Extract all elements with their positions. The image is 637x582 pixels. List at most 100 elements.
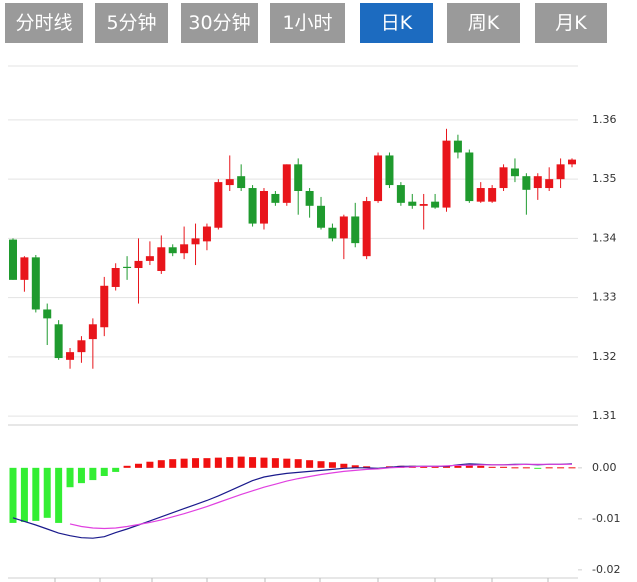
y-tick-label: 1.32: [592, 350, 617, 363]
macd-bar: [271, 458, 279, 468]
candle-body: [568, 159, 576, 165]
tab[interactable]: 5分钟: [95, 3, 168, 43]
candle-body: [271, 193, 280, 203]
macd-bar: [557, 467, 565, 469]
candle-body: [248, 188, 257, 224]
candle-body: [328, 227, 337, 239]
macd-bar: [226, 457, 234, 468]
candle-body: [339, 216, 348, 239]
candle-body: [408, 201, 417, 206]
candle-body: [145, 256, 154, 261]
macd-bar: [431, 466, 439, 468]
candle-body: [294, 164, 303, 191]
candle-body: [111, 268, 120, 287]
macd-bar: [283, 458, 291, 468]
candle-body: [66, 352, 75, 360]
macd-bar: [260, 457, 268, 468]
y-tick-label: 1.33: [592, 291, 617, 304]
candle-body: [499, 167, 508, 189]
y-tick-label: -0.01: [592, 512, 620, 525]
macd-bar: [249, 457, 257, 468]
candle-body: [43, 309, 52, 319]
macd-bar: [545, 467, 553, 469]
macd-bar: [169, 459, 177, 468]
candle-body: [533, 176, 542, 189]
macd-bar: [351, 465, 359, 468]
candle-body: [396, 185, 405, 203]
candle-body: [180, 244, 189, 254]
candle-body: [510, 168, 519, 177]
macd-bar: [43, 467, 51, 518]
macd-bar: [328, 462, 336, 468]
tab[interactable]: 30分钟: [181, 3, 258, 43]
macd-bar: [20, 467, 28, 522]
candle-body: [385, 155, 394, 186]
macd-bar: [294, 459, 302, 468]
macd-bar: [55, 467, 63, 523]
candle-body: [123, 266, 132, 269]
macd-bar: [420, 466, 428, 468]
candle-body: [282, 164, 291, 203]
y-tick-label: 1.35: [592, 172, 617, 185]
candle-body: [545, 179, 554, 189]
macd-bar: [180, 458, 188, 468]
candle-body: [100, 285, 109, 328]
macd-bar: [340, 463, 348, 468]
candle-body: [305, 190, 314, 206]
candle-body: [237, 176, 246, 189]
y-tick-label: 0.00: [592, 461, 617, 474]
tab[interactable]: 日K: [360, 3, 433, 43]
macd-bar: [317, 461, 325, 468]
macd-bar: [146, 461, 154, 468]
macd-bar: [100, 467, 108, 476]
macd-bar: [454, 465, 462, 468]
y-tick-label: 1.34: [592, 231, 617, 244]
macd-bar: [214, 457, 222, 468]
tab[interactable]: 周K: [447, 3, 520, 43]
tab[interactable]: 月K: [535, 3, 607, 43]
macd-bar: [488, 466, 496, 468]
candle-body: [168, 247, 177, 254]
candle-body: [9, 239, 17, 280]
candle-body: [157, 247, 166, 271]
candle-body: [225, 179, 234, 186]
candle-body: [202, 226, 211, 242]
candle-body: [88, 324, 97, 340]
candle-body: [465, 152, 474, 202]
macd-bar: [157, 460, 165, 468]
macd-bar: [134, 463, 142, 468]
candle-body: [442, 140, 451, 208]
macd-bar: [534, 467, 542, 469]
y-tick-label: 1.36: [592, 113, 617, 126]
candle-body: [488, 188, 497, 202]
candle-body: [54, 324, 63, 359]
macd-bar: [522, 467, 530, 469]
macd-bar: [89, 467, 97, 481]
macd-bar: [237, 456, 245, 468]
y-tick-label: 1.31: [592, 409, 617, 422]
macd-bar: [465, 464, 473, 468]
candle-body: [191, 238, 200, 245]
candle-body: [20, 257, 29, 280]
macd-bar: [363, 466, 371, 468]
candle-body: [453, 140, 462, 153]
candle-body: [476, 188, 485, 202]
macd-bar: [123, 465, 131, 468]
candle-body: [259, 190, 268, 224]
macd-line: [12, 463, 573, 539]
candle-body: [362, 201, 371, 257]
macd-bar: [203, 458, 211, 468]
macd-bar: [9, 467, 17, 523]
candle-body: [31, 257, 40, 310]
tab[interactable]: 分时线: [5, 3, 83, 43]
macd-bar: [511, 467, 519, 469]
tab[interactable]: 1小时: [270, 3, 345, 43]
macd-bar: [568, 467, 576, 469]
candle-body: [214, 182, 223, 228]
macd-bar: [192, 458, 200, 468]
y-tick-label: -0.02: [592, 563, 620, 576]
candle-body: [556, 164, 565, 180]
macd-bar: [112, 467, 120, 472]
